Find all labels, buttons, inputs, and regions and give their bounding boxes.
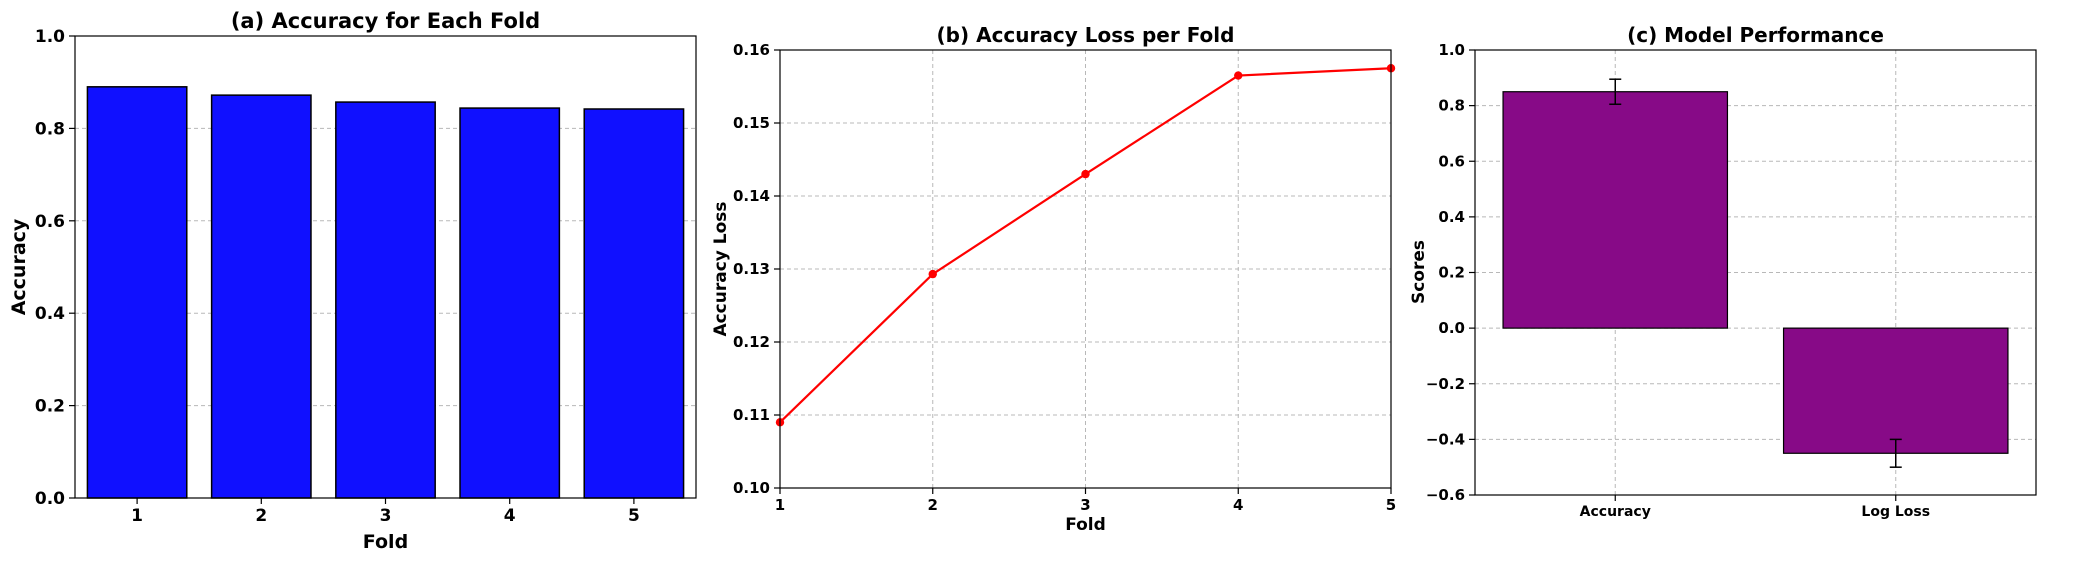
panel-b-xtick-label: 4: [1233, 496, 1243, 514]
panel-a-ytick-label: 0.6: [35, 212, 65, 232]
panel-c-ytick-label: 0.2: [1438, 264, 1465, 282]
panel-a-title: (a) Accuracy for Each Fold: [231, 9, 540, 33]
panel-a-bar: [210, 94, 312, 499]
panel-a-xtick-label: 3: [380, 506, 392, 526]
panel-c-ylabel: Scores: [1409, 240, 1429, 304]
panel-b-ytick-label: 0.15: [733, 114, 770, 132]
panel-a-ytick-label: 1.0: [35, 27, 65, 47]
panel-c-bar: [1782, 327, 2009, 454]
panel-b-xtick-label: 2: [928, 496, 938, 514]
panel-a-ytick-label: 0.2: [35, 397, 65, 417]
panel-a-bar: [459, 107, 561, 499]
panel-a-ytick-label: 0.0: [35, 489, 65, 509]
panel-a-bar: [335, 101, 436, 499]
panel-b-ytick-label: 0.13: [733, 260, 770, 278]
panel-c-ytick-label: 0.0: [1438, 319, 1465, 337]
panel-b-ylabel: Accuracy Loss: [711, 201, 731, 336]
panel-a-ytick-label: 0.8: [35, 119, 65, 139]
panel-c-bar: [1502, 91, 1729, 329]
panel-b-point: [928, 269, 937, 279]
panel-a-xtick-label: 1: [131, 506, 143, 526]
panel-b-ytick-label: 0.10: [733, 479, 770, 497]
panel-b-point: [1081, 169, 1090, 179]
panel-c-ytick-label: 0.6: [1438, 152, 1465, 170]
panel-c-ytick-label: −0.6: [1426, 486, 1465, 504]
panel-b: 0.10 0.11 0.12 0.13 0.14 0.15 0.16 1 2 3 4 5 (b) A…: [711, 23, 1396, 535]
panel-b-xtick-label: 1: [775, 496, 785, 514]
panel-c: −0.6 −0.4 −0.2 0.0 0.2 0.4 0.6 0.8 1.0 Accuracy L…: [1409, 23, 2037, 520]
panel-c-ytick-label: 0.4: [1438, 208, 1465, 226]
panel-c-ytick-label: 1.0: [1438, 41, 1465, 59]
panel-b-title: (b) Accuracy Loss per Fold: [937, 23, 1235, 47]
panel-c-title: (c) Model Performance: [1627, 23, 1884, 47]
panel-b-point: [1234, 71, 1243, 80]
panel-c-xtick-label: Log Loss: [1861, 504, 1930, 520]
panel-a-ylabel: Accuracy: [8, 218, 30, 315]
panel-c-xtick-label: Accuracy: [1580, 504, 1651, 520]
panel-b-xtick-label: 3: [1080, 496, 1090, 514]
panel-b-ytick-label: 0.11: [733, 406, 770, 424]
panel-a-ytick-label: 0.4: [35, 304, 65, 324]
panel-b-xlabel: Fold: [1065, 515, 1106, 535]
panel-b-ytick-label: 0.14: [733, 187, 770, 205]
panel-b-ytick-label: 0.12: [733, 333, 770, 351]
panel-a-xtick-label: 4: [504, 506, 516, 526]
panel-a-bar: [86, 86, 188, 499]
panel-c-ytick-label: 0.8: [1438, 97, 1465, 115]
panel-a-xtick-label: 5: [628, 506, 640, 526]
panel-a-xtick-label: 2: [255, 506, 267, 526]
panel-c-ytick-label: −0.2: [1426, 375, 1465, 393]
panel-c-ytick-label: −0.4: [1426, 430, 1465, 448]
panel-b-xtick-label: 5: [1386, 496, 1396, 514]
panel-b-ytick-label: 0.16: [733, 41, 770, 59]
panel-a-xlabel: Fold: [363, 531, 408, 553]
panel-a-bar: [583, 108, 685, 499]
panel-a: 0.0 0.2 0.4 0.6 0.8 1.0 1 2 3 4 5 (a) Accuracy fo…: [8, 9, 697, 553]
